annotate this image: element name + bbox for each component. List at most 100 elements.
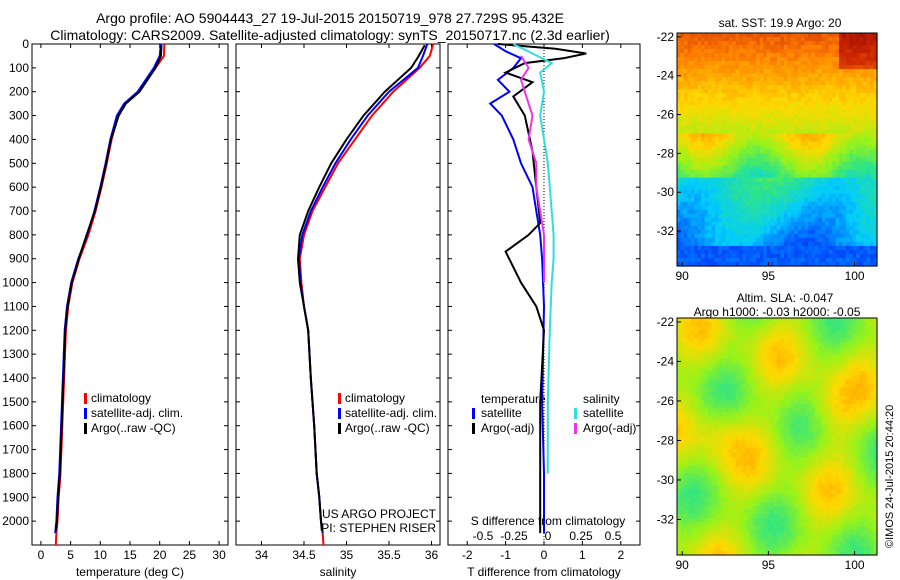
heat-cell: [832, 342, 837, 348]
heat-cell: [725, 403, 730, 409]
heat-cell: [811, 49, 816, 54]
heat-cell: [780, 125, 785, 131]
heat-cell: [708, 342, 713, 348]
heat-cell: [794, 391, 799, 397]
heat-cell: [694, 149, 699, 155]
heat-cell: [842, 245, 847, 251]
heat-cell: [825, 229, 830, 235]
heat-cell: [680, 173, 685, 179]
heat-cell: [856, 85, 861, 90]
heat-cell: [870, 157, 875, 163]
heat-cell: [821, 33, 826, 38]
heat-cell: [821, 334, 826, 340]
heat-cell: [870, 249, 875, 255]
heat-cell: [759, 237, 764, 243]
heat-cell: [680, 407, 685, 413]
heat-cell: [739, 101, 744, 106]
heat-cell: [756, 85, 761, 90]
heat-cell: [683, 81, 688, 86]
heat-cell: [690, 229, 695, 235]
heat-cell: [718, 350, 723, 356]
heat-cell: [814, 358, 819, 364]
heat-cell: [794, 65, 799, 70]
heat-cell: [756, 403, 761, 409]
heat-cell: [845, 141, 851, 147]
heat-cell: [756, 73, 761, 78]
heat-cell: [863, 217, 868, 223]
heat-cell: [801, 165, 806, 171]
heat-cell: [770, 257, 775, 263]
heat-cell: [711, 61, 716, 66]
heat-cell: [690, 161, 695, 167]
heat-cell: [777, 193, 782, 199]
heat-cell: [849, 165, 854, 171]
heat-cell: [745, 41, 751, 46]
heat-cell: [687, 85, 692, 90]
heat-cell: [794, 37, 799, 42]
heat-cell: [808, 109, 813, 114]
heat-cell: [794, 395, 799, 401]
heat-cell: [773, 367, 778, 372]
heat-cell: [683, 411, 688, 417]
heat-cell: [825, 233, 830, 239]
heat-cell: [752, 241, 757, 247]
heat-cell: [683, 342, 688, 348]
heat-cell: [766, 69, 771, 74]
heat-cell: [839, 362, 844, 368]
heat-cell: [749, 411, 754, 417]
heat-cell: [714, 367, 719, 372]
heat-cell: [866, 395, 871, 401]
heat-cell: [766, 326, 771, 331]
heat-cell: [735, 326, 740, 331]
heat-cell: [714, 117, 719, 122]
heat-cell: [683, 261, 688, 267]
heat-cell: [780, 326, 785, 331]
heat-cell: [787, 257, 792, 263]
heat-cell: [821, 149, 826, 155]
heat-cell: [742, 201, 747, 207]
heat-cell: [780, 379, 785, 384]
heat-cell: [690, 217, 695, 223]
heat-cell: [697, 153, 702, 159]
heat-cell: [783, 145, 788, 151]
heat-cell: [697, 383, 702, 389]
heat-cell: [742, 69, 747, 74]
heat-cell: [832, 205, 837, 211]
heat-cell: [690, 125, 695, 131]
heat-cell: [721, 133, 726, 139]
heat-cell: [770, 161, 775, 167]
heat-cell: [811, 61, 816, 66]
heat-cell: [835, 189, 840, 195]
heat-cell: [766, 322, 771, 327]
y-tick-label: 1700: [2, 443, 29, 457]
heat-cell: [773, 101, 778, 106]
heat-cell: [821, 350, 826, 356]
heat-cell: [870, 77, 875, 82]
heat-cell: [690, 93, 695, 98]
heat-cell: [756, 109, 761, 114]
heat-cell: [842, 241, 847, 247]
heat-cell: [794, 73, 799, 78]
heat-cell: [732, 157, 737, 163]
heat-cell: [814, 245, 819, 251]
heat-cell: [811, 57, 816, 62]
heat-cell: [732, 241, 737, 247]
heat-cell: [794, 221, 799, 227]
heat-cell: [732, 161, 737, 167]
x2-tick-label: 0: [545, 529, 552, 543]
heat-cell: [821, 253, 826, 259]
title-line-2: Climatology: CARS2009. Satellite-adjuste…: [50, 27, 610, 43]
heat-cell: [845, 338, 851, 344]
heat-cell: [725, 257, 730, 263]
heat-cell: [825, 330, 830, 335]
heat-cell: [745, 53, 751, 58]
heat-cell: [690, 201, 695, 207]
heat-cell: [821, 81, 826, 86]
heat-cell: [842, 237, 847, 243]
heat-cell: [787, 101, 792, 106]
heat-cell: [852, 257, 857, 263]
heat-cell: [718, 81, 723, 86]
heat-cell: [825, 213, 830, 219]
heat-cell: [845, 403, 851, 409]
heat-cell: [811, 399, 816, 405]
